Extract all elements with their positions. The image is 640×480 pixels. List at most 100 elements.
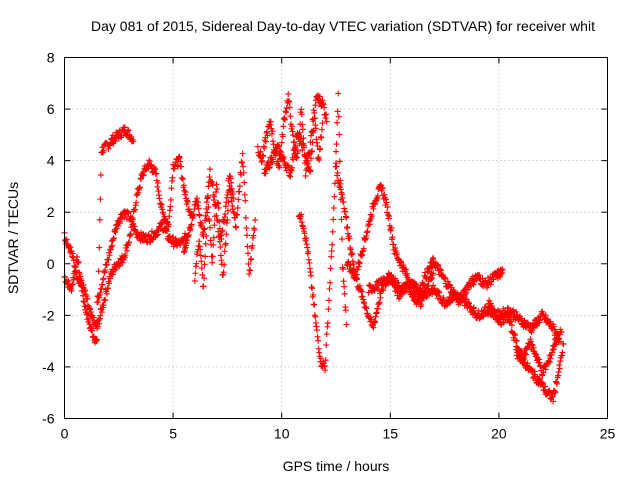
data-point: [169, 174, 176, 181]
data-point: [62, 274, 69, 281]
data-point: [536, 375, 543, 382]
data-point: [342, 208, 349, 215]
data-point: [245, 260, 252, 267]
data-point: [264, 132, 271, 139]
data-point: [323, 331, 330, 338]
data-point: [68, 247, 75, 254]
data-point: [207, 166, 214, 173]
data-point: [542, 312, 549, 319]
data-point: [313, 327, 320, 334]
data-point: [349, 258, 356, 265]
data-point: [125, 127, 132, 134]
data-point: [152, 165, 159, 172]
data-point: [315, 337, 322, 344]
data-point: [306, 259, 313, 266]
data-point: [379, 184, 386, 191]
data-point: [550, 398, 557, 405]
data-point: [191, 277, 198, 284]
data-point: [559, 349, 566, 356]
data-point: [195, 205, 202, 212]
data-point: [327, 265, 334, 272]
data-point: [318, 126, 325, 133]
data-point: [260, 153, 267, 160]
data-point: [136, 184, 143, 191]
data-point: [340, 278, 347, 285]
data-point: [539, 380, 546, 387]
data-point: [336, 158, 343, 165]
data-point: [389, 234, 396, 241]
data-point: [269, 128, 276, 135]
series-trace-g: [261, 92, 330, 180]
data-point: [309, 148, 316, 155]
data-point: [217, 244, 224, 251]
data-point: [397, 293, 404, 300]
data-point: [375, 286, 382, 293]
data-point: [252, 217, 259, 224]
data-point: [343, 214, 350, 221]
x-tick-label: 25: [600, 426, 616, 442]
data-point: [384, 204, 391, 211]
chart-title: Day 081 of 2015, Sidereal Day-to-day VTE…: [91, 18, 595, 34]
data-point: [376, 299, 383, 306]
data-point: [310, 291, 317, 298]
data-point: [98, 309, 105, 316]
data-point: [335, 90, 342, 97]
data-point: [206, 217, 213, 224]
data-point: [68, 287, 75, 294]
data-point: [159, 220, 166, 227]
data-point: [331, 180, 338, 187]
data-point: [96, 244, 103, 251]
data-point: [413, 284, 420, 291]
data-point: [249, 242, 256, 249]
data-point: [248, 255, 255, 262]
data-point: [243, 224, 250, 231]
data-point: [230, 195, 237, 202]
y-tick-label: 2: [47, 204, 55, 220]
data-point: [314, 142, 321, 149]
data-point: [209, 253, 216, 260]
data-point: [337, 180, 344, 187]
data-point: [286, 98, 293, 105]
data-point: [329, 228, 336, 235]
data-point: [527, 338, 534, 345]
data-point: [244, 243, 251, 250]
data-points: [61, 90, 567, 405]
data-point: [324, 320, 331, 327]
data-point: [364, 228, 371, 235]
y-tick-labels: -6 -4 -2 0 2 4 6 8: [42, 50, 55, 427]
data-point: [220, 269, 227, 276]
data-point: [363, 305, 370, 312]
data-point: [294, 148, 301, 155]
data-point: [201, 261, 208, 268]
series-trace-d: [180, 150, 259, 278]
data-point: [236, 183, 243, 190]
data-point: [309, 285, 316, 292]
data-point: [140, 172, 147, 179]
data-point: [211, 193, 218, 200]
data-point: [112, 229, 119, 236]
data-point: [517, 351, 524, 358]
data-point: [296, 131, 303, 138]
data-point: [221, 219, 228, 226]
data-point: [110, 235, 117, 242]
data-point: [343, 321, 350, 328]
data-point: [241, 179, 248, 186]
data-point: [215, 204, 222, 211]
data-point: [245, 250, 252, 257]
data-point: [360, 245, 367, 252]
data-point: [463, 296, 470, 303]
data-point: [347, 246, 354, 253]
data-point: [204, 194, 211, 201]
data-point: [257, 148, 264, 155]
data-point: [127, 230, 134, 237]
data-point: [97, 172, 104, 179]
data-point: [423, 274, 430, 281]
data-point: [221, 248, 228, 255]
data-point: [283, 105, 290, 112]
data-point: [420, 280, 427, 287]
data-point: [224, 207, 231, 214]
data-point: [430, 282, 437, 289]
data-point: [251, 227, 258, 234]
data-point: [309, 139, 316, 146]
